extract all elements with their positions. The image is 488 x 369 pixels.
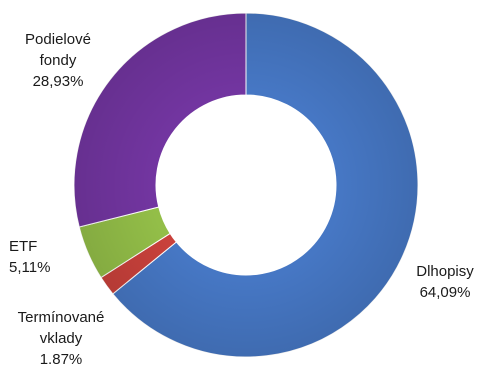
data-label-dlhopisy: Dlhopisy 64,09% — [416, 263, 474, 301]
data-label-line: Termínované — [18, 309, 105, 326]
data-label-line: 64,09% — [420, 284, 471, 301]
data-label-line: ETF — [9, 238, 37, 255]
donut-hole — [156, 95, 336, 275]
data-label-line: fondy — [40, 52, 77, 69]
data-label-line: vklady — [40, 330, 83, 347]
data-label-etf: ETF 5,11% — [9, 238, 50, 276]
chart-slices — [73, 12, 419, 358]
data-label-terminovane-vklady: Termínované vklady 1.87% — [18, 309, 105, 368]
data-label-line: Podielové — [25, 31, 91, 48]
data-label-line: Dlhopisy — [416, 263, 474, 280]
chart-data-labels: Dlhopisy 64,09% Termínované vklady 1.87% ETF 5… — [9, 31, 474, 368]
data-label-podielove-fondy: Podielové fondy 28,93% — [25, 31, 91, 90]
data-label-line: 28,93% — [33, 73, 84, 90]
data-label-line: 5,11% — [9, 259, 50, 276]
data-label-line: 1.87% — [40, 351, 83, 368]
